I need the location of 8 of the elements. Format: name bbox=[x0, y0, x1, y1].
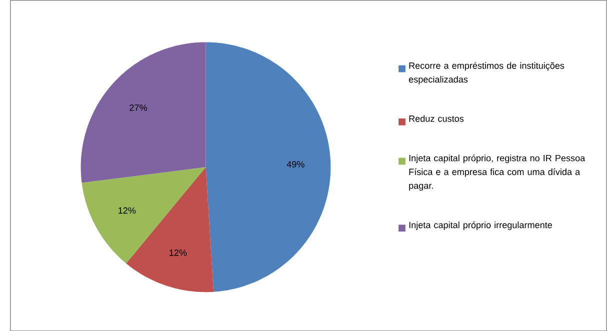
data-label: 12% bbox=[118, 207, 136, 214]
legend-label: Injeta capital próprio irregularmente bbox=[409, 221, 552, 230]
data-label: 12% bbox=[170, 249, 187, 256]
legend-label: Injeta capital próprio, registra no IR Pessoa Física e a empresa fica com uma dívida a pagar. bbox=[409, 154, 586, 190]
data-label: 49% bbox=[286, 160, 304, 168]
data-label: 27% bbox=[130, 104, 147, 111]
legend-label: Recorre a empréstimos de instituições especializadas bbox=[408, 62, 564, 84]
legend-label: Reduz custos bbox=[409, 115, 464, 122]
